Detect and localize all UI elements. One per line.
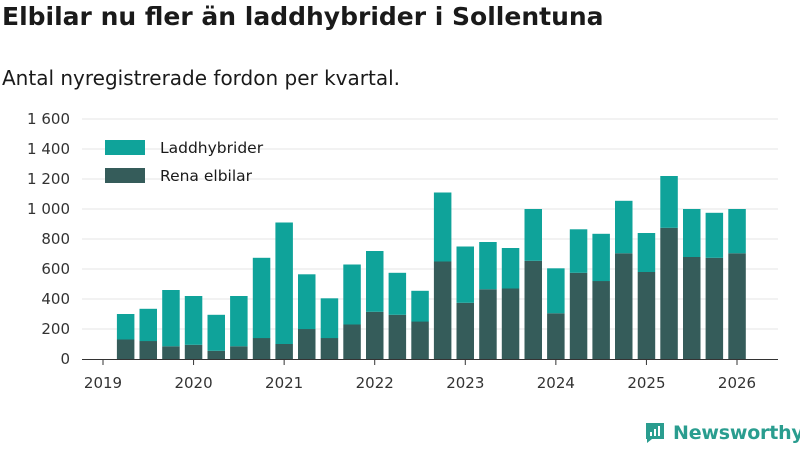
bar-laddhybrider — [592, 233, 610, 282]
y-tick-label: 1 600 — [27, 110, 70, 128]
bar-rena-elbilar — [569, 272, 588, 360]
y-tick-label: 200 — [41, 320, 70, 338]
x-tick-label: 2024 — [537, 374, 575, 392]
bar-rena-elbilar — [298, 329, 316, 359]
bar-rena-elbilar — [116, 339, 135, 359]
bar-laddhybrider — [116, 314, 135, 340]
bar-rena-elbilar — [615, 253, 633, 360]
bar-rena-elbilar — [230, 346, 248, 360]
x-tick-label: 2026 — [718, 374, 756, 392]
y-tick-label: 0 — [60, 350, 70, 368]
y-tick-label: 600 — [41, 260, 70, 278]
legend-label-rena-elbilar: Rena elbilar — [160, 167, 253, 185]
bar-rena-elbilar — [162, 346, 180, 360]
bar-laddhybrider — [683, 209, 701, 257]
y-tick-label: 1 200 — [27, 170, 70, 188]
bar-rena-elbilar — [388, 314, 407, 360]
bar-rena-elbilar — [252, 338, 271, 359]
bar-rena-elbilar — [139, 341, 157, 359]
x-tick-label: 2019 — [84, 374, 122, 392]
y-tick-label: 1 000 — [27, 200, 70, 218]
bar-rena-elbilar — [705, 257, 724, 360]
x-tick-label: 2022 — [356, 374, 394, 392]
legend-swatch-laddhybrider — [105, 140, 145, 155]
bar-rena-elbilar — [683, 257, 701, 359]
x-tick-label: 2025 — [627, 374, 665, 392]
bar-rena-elbilar — [184, 344, 203, 360]
x-tick-label: 2023 — [446, 374, 484, 392]
bar-laddhybrider — [162, 290, 180, 347]
bar-laddhybrider — [366, 251, 384, 312]
bar-laddhybrider — [411, 290, 429, 322]
bar-rena-elbilar — [207, 350, 225, 360]
bar-rena-elbilar — [411, 321, 429, 359]
bar-rena-elbilar — [433, 261, 452, 359]
bar-laddhybrider — [298, 274, 316, 330]
bar-rena-elbilar — [728, 253, 746, 360]
bar-laddhybrider — [275, 222, 293, 344]
bar-laddhybrider — [547, 268, 565, 314]
newsworthy-icon — [646, 423, 664, 443]
bar-laddhybrider — [207, 314, 225, 351]
bar-laddhybrider — [230, 296, 248, 347]
x-tick-label: 2021 — [265, 374, 303, 392]
brand-name: Newsworthy — [673, 422, 800, 444]
bar-laddhybrider — [343, 264, 361, 325]
bar-laddhybrider — [637, 233, 656, 272]
chart-title: Elbilar nu fler än laddhybrider i Sollen… — [2, 2, 604, 31]
bar-laddhybrider — [705, 212, 724, 258]
bar-laddhybrider — [615, 200, 633, 254]
bar-rena-elbilar — [320, 338, 339, 359]
bar-laddhybrider — [433, 192, 452, 262]
legend: Laddhybrider Rena elbilar — [105, 139, 264, 185]
bar-laddhybrider — [184, 296, 203, 345]
bar-laddhybrider — [139, 308, 157, 342]
bar-rena-elbilar — [343, 324, 361, 359]
legend-label-laddhybrider: Laddhybrider — [160, 139, 264, 157]
bar-laddhybrider — [388, 272, 407, 315]
bar-laddhybrider — [456, 246, 474, 303]
y-tick-label: 400 — [41, 290, 70, 308]
bar-laddhybrider — [660, 176, 678, 228]
bar-laddhybrider — [320, 298, 339, 339]
legend-swatch-rena-elbilar — [105, 168, 145, 183]
bar-laddhybrider — [524, 209, 542, 261]
bar-laddhybrider — [728, 209, 746, 254]
newsworthy-logo: Newsworthy — [643, 421, 800, 445]
bar-laddhybrider — [479, 242, 497, 290]
x-axis: 2019 2020 2021 2022 2023 2024 2025 2026 — [82, 359, 778, 392]
bar-rena-elbilar — [524, 260, 542, 360]
y-axis-ticks: 0 200 400 600 800 1 000 1 200 1 400 1 600 — [27, 110, 70, 368]
bar-laddhybrider — [569, 229, 588, 273]
x-tick-label: 2020 — [174, 374, 212, 392]
bar-rena-elbilar — [479, 289, 497, 360]
bar-rena-elbilar — [456, 302, 474, 360]
bar-rena-elbilar — [275, 344, 293, 359]
bar-rena-elbilar — [501, 288, 520, 359]
bar-rena-elbilar — [660, 227, 678, 360]
bar-rena-elbilar — [547, 313, 565, 360]
bar-rena-elbilar — [592, 281, 610, 359]
bars — [116, 176, 746, 360]
bar-rena-elbilar — [637, 272, 656, 359]
bar-laddhybrider — [501, 248, 520, 289]
y-tick-label: 800 — [41, 230, 70, 248]
y-tick-label: 1 400 — [27, 140, 70, 158]
chart-subtitle: Antal nyregistrerade fordon per kvartal. — [2, 66, 401, 90]
bar-laddhybrider — [252, 257, 271, 339]
bar-rena-elbilar — [366, 311, 384, 360]
